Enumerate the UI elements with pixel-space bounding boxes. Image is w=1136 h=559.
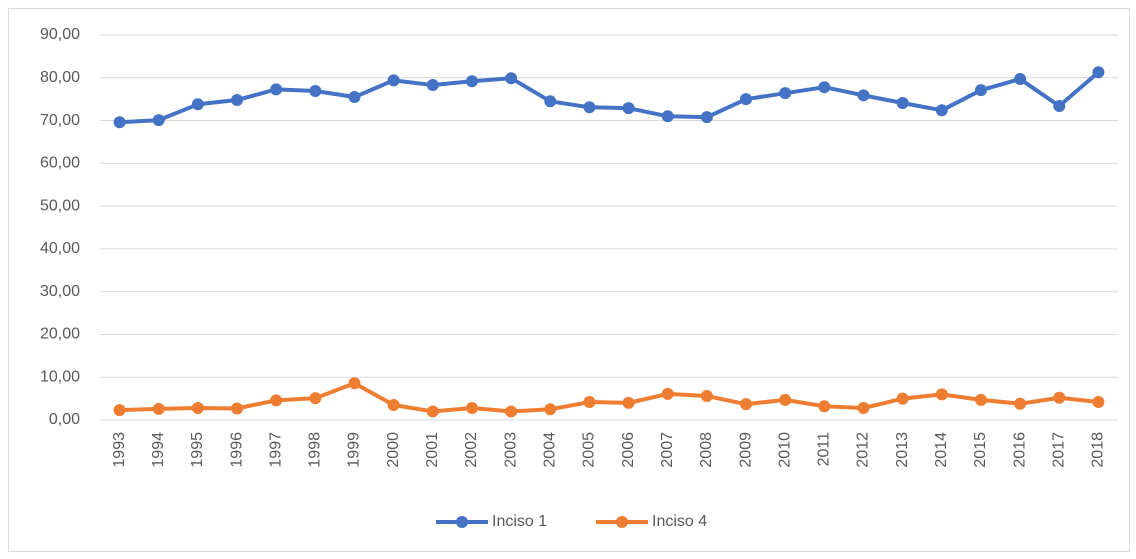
point [740,93,753,106]
point [622,396,635,409]
x-tick-label: 2012 [855,432,872,468]
point [1053,391,1066,404]
x-tick-label: 2010 [776,432,793,468]
series-line [119,70,1100,125]
point [544,403,557,416]
point [152,114,165,127]
point [191,98,204,111]
point [465,402,478,415]
x-tick-label: 2015 [972,432,989,468]
point [1014,73,1027,86]
point [191,402,204,415]
legend-label: Inciso 4 [652,513,707,530]
y-tick-label: 80,00 [40,69,80,86]
x-tick-label: 2007 [659,432,676,468]
chart-border [8,8,1130,552]
x-tick-label: 2009 [737,432,754,468]
point [935,104,948,117]
x-tick-label: 1997 [267,432,284,468]
x-tick-label: 2001 [424,432,441,468]
point [231,94,244,107]
y-tick-label: 40,00 [40,240,80,257]
y-tick-label: 30,00 [40,283,80,300]
point [896,97,909,110]
point [935,388,948,401]
y-tick-label: 20,00 [40,326,80,343]
y-tick-label: 0,00 [49,411,80,428]
point [857,89,870,102]
point [818,81,831,94]
x-tick-label: 2002 [463,432,480,468]
point [387,74,400,87]
point [740,398,753,411]
x-tick-label: 2013 [894,432,911,468]
x-tick-label: 2006 [620,432,637,468]
point [152,402,165,415]
y-tick-label: 60,00 [40,155,80,172]
point [505,72,518,85]
x-tick-label: 1995 [189,432,206,468]
point [818,400,831,413]
point [661,110,674,123]
point [270,394,283,407]
legend-label: Inciso 1 [492,513,547,530]
x-tick-label: 1999 [346,432,363,468]
x-tick-label: 2005 [581,432,598,468]
point [505,405,518,418]
point [1014,397,1027,410]
point [348,91,361,104]
x-tick-label: 1998 [307,432,324,468]
point [113,116,126,129]
legend-marker [616,516,628,528]
point [270,83,283,96]
point [544,95,557,108]
x-tick-label: 2014 [933,432,950,468]
x-tick-label: 2004 [541,432,558,468]
point [1092,396,1105,409]
point [426,405,439,418]
point [113,404,126,417]
point [309,392,322,405]
point [896,392,909,405]
x-tick-label: 2000 [385,432,402,468]
series-line [119,381,1099,414]
legend-marker [456,516,468,528]
point [622,102,635,115]
x-tick-label: 2003 [502,432,519,468]
y-tick-label: 50,00 [40,197,80,214]
point [974,393,987,406]
point [583,396,596,409]
x-tick-label: 2017 [1050,432,1067,468]
y-tick-label: 10,00 [40,368,80,385]
point [465,75,478,88]
point [779,393,792,406]
y-tick-label: 70,00 [40,112,80,129]
y-tick-label: 90,00 [40,26,80,43]
point [857,402,870,415]
point [309,85,322,98]
x-tick-label: 1994 [150,432,167,468]
point [779,87,792,100]
point [387,399,400,412]
point [231,402,244,415]
point [700,111,713,124]
x-tick-label: 2018 [1090,432,1107,468]
point [1092,66,1105,79]
x-tick-label: 2011 [816,432,833,467]
point [426,79,439,92]
point [974,84,987,97]
x-tick-label: 1993 [111,432,128,468]
x-tick-label: 1996 [228,432,245,468]
point [348,377,361,390]
x-tick-label: 2016 [1011,432,1028,468]
point [583,101,596,114]
x-tick-label: 2008 [698,432,715,468]
point [661,387,674,400]
point [700,390,713,403]
point [1053,100,1066,113]
